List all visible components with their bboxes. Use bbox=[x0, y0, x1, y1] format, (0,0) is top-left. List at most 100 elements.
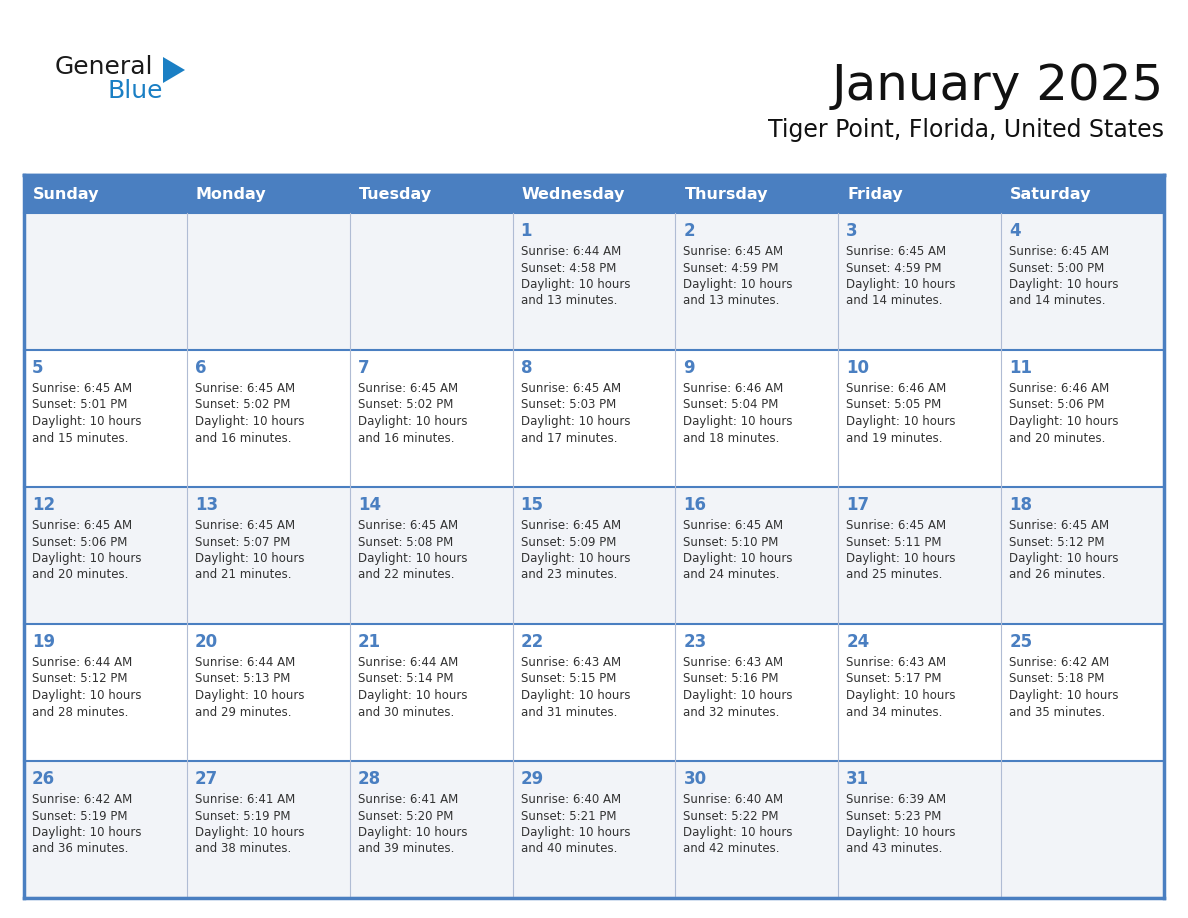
Text: Sunrise: 6:45 AM: Sunrise: 6:45 AM bbox=[683, 245, 784, 258]
Text: Sunset: 5:19 PM: Sunset: 5:19 PM bbox=[32, 810, 127, 823]
Text: 17: 17 bbox=[846, 496, 870, 514]
Text: Sunrise: 6:44 AM: Sunrise: 6:44 AM bbox=[32, 656, 132, 669]
Bar bbox=[1001, 487, 1164, 624]
Text: Blue: Blue bbox=[107, 79, 163, 103]
Text: Sunrise: 6:45 AM: Sunrise: 6:45 AM bbox=[358, 382, 457, 395]
Text: 30: 30 bbox=[683, 770, 707, 788]
Text: 12: 12 bbox=[32, 496, 55, 514]
Text: and 30 minutes.: and 30 minutes. bbox=[358, 706, 454, 719]
Text: 23: 23 bbox=[683, 633, 707, 651]
Text: and 16 minutes.: and 16 minutes. bbox=[358, 431, 454, 444]
Text: Sunset: 4:58 PM: Sunset: 4:58 PM bbox=[520, 262, 615, 274]
Bar bbox=[676, 487, 839, 624]
Bar bbox=[349, 487, 512, 624]
Text: and 36 minutes.: and 36 minutes. bbox=[32, 843, 128, 856]
Text: Daylight: 10 hours: Daylight: 10 hours bbox=[520, 689, 630, 702]
Bar bbox=[24, 624, 187, 761]
Text: January 2025: January 2025 bbox=[832, 62, 1164, 110]
Bar bbox=[676, 624, 839, 761]
Text: 29: 29 bbox=[520, 770, 544, 788]
Text: Daylight: 10 hours: Daylight: 10 hours bbox=[195, 552, 304, 565]
Bar bbox=[187, 175, 349, 213]
Text: Sunset: 5:14 PM: Sunset: 5:14 PM bbox=[358, 673, 453, 686]
Bar bbox=[1001, 350, 1164, 487]
Text: 11: 11 bbox=[1009, 359, 1032, 377]
Text: Sunset: 5:11 PM: Sunset: 5:11 PM bbox=[846, 535, 942, 548]
Text: Daylight: 10 hours: Daylight: 10 hours bbox=[683, 689, 792, 702]
Text: and 39 minutes.: and 39 minutes. bbox=[358, 843, 454, 856]
Text: Sunrise: 6:46 AM: Sunrise: 6:46 AM bbox=[1009, 382, 1110, 395]
Text: Sunset: 5:01 PM: Sunset: 5:01 PM bbox=[32, 398, 127, 411]
Text: Daylight: 10 hours: Daylight: 10 hours bbox=[683, 826, 792, 839]
Text: Sunset: 5:04 PM: Sunset: 5:04 PM bbox=[683, 398, 779, 411]
Text: and 13 minutes.: and 13 minutes. bbox=[683, 295, 779, 308]
Text: Sunset: 5:09 PM: Sunset: 5:09 PM bbox=[520, 535, 615, 548]
Text: Daylight: 10 hours: Daylight: 10 hours bbox=[520, 278, 630, 291]
Text: Sunset: 5:13 PM: Sunset: 5:13 PM bbox=[195, 673, 290, 686]
Text: Sunrise: 6:39 AM: Sunrise: 6:39 AM bbox=[846, 793, 947, 806]
Text: Sunset: 5:00 PM: Sunset: 5:00 PM bbox=[1009, 262, 1105, 274]
Text: 25: 25 bbox=[1009, 633, 1032, 651]
Text: Sunset: 4:59 PM: Sunset: 4:59 PM bbox=[846, 262, 942, 274]
Text: and 31 minutes.: and 31 minutes. bbox=[520, 706, 617, 719]
Text: 27: 27 bbox=[195, 770, 219, 788]
Text: Sunrise: 6:42 AM: Sunrise: 6:42 AM bbox=[1009, 656, 1110, 669]
Text: Sunset: 5:02 PM: Sunset: 5:02 PM bbox=[358, 398, 453, 411]
Bar bbox=[187, 761, 349, 898]
Text: Daylight: 10 hours: Daylight: 10 hours bbox=[1009, 689, 1119, 702]
Bar bbox=[839, 350, 1001, 487]
Text: and 26 minutes.: and 26 minutes. bbox=[1009, 568, 1106, 581]
Bar bbox=[24, 487, 187, 624]
Text: Daylight: 10 hours: Daylight: 10 hours bbox=[520, 552, 630, 565]
Text: Sunset: 5:08 PM: Sunset: 5:08 PM bbox=[358, 535, 453, 548]
Text: Daylight: 10 hours: Daylight: 10 hours bbox=[846, 278, 956, 291]
Text: 21: 21 bbox=[358, 633, 381, 651]
Text: Daylight: 10 hours: Daylight: 10 hours bbox=[1009, 278, 1119, 291]
Text: Tiger Point, Florida, United States: Tiger Point, Florida, United States bbox=[767, 118, 1164, 142]
Bar bbox=[24, 761, 187, 898]
Text: Daylight: 10 hours: Daylight: 10 hours bbox=[683, 278, 792, 291]
Text: and 20 minutes.: and 20 minutes. bbox=[32, 568, 128, 581]
Bar bbox=[512, 487, 676, 624]
Text: Sunset: 5:12 PM: Sunset: 5:12 PM bbox=[32, 673, 127, 686]
Text: Sunset: 5:03 PM: Sunset: 5:03 PM bbox=[520, 398, 615, 411]
Bar bbox=[676, 175, 839, 213]
Text: and 32 minutes.: and 32 minutes. bbox=[683, 706, 779, 719]
Text: Tuesday: Tuesday bbox=[359, 186, 432, 201]
Text: Sunset: 5:18 PM: Sunset: 5:18 PM bbox=[1009, 673, 1105, 686]
Text: 31: 31 bbox=[846, 770, 870, 788]
Text: Daylight: 10 hours: Daylight: 10 hours bbox=[683, 415, 792, 428]
Text: and 38 minutes.: and 38 minutes. bbox=[195, 843, 291, 856]
Text: Sunrise: 6:43 AM: Sunrise: 6:43 AM bbox=[846, 656, 947, 669]
Bar bbox=[187, 213, 349, 350]
Text: Daylight: 10 hours: Daylight: 10 hours bbox=[358, 415, 467, 428]
Text: and 19 minutes.: and 19 minutes. bbox=[846, 431, 943, 444]
Text: Daylight: 10 hours: Daylight: 10 hours bbox=[32, 689, 141, 702]
Text: Sunrise: 6:45 AM: Sunrise: 6:45 AM bbox=[846, 519, 947, 532]
Text: and 29 minutes.: and 29 minutes. bbox=[195, 706, 291, 719]
Text: 22: 22 bbox=[520, 633, 544, 651]
Text: and 20 minutes.: and 20 minutes. bbox=[1009, 431, 1106, 444]
Text: Sunrise: 6:45 AM: Sunrise: 6:45 AM bbox=[195, 519, 295, 532]
Text: Monday: Monday bbox=[196, 186, 266, 201]
Bar bbox=[839, 175, 1001, 213]
Text: and 28 minutes.: and 28 minutes. bbox=[32, 706, 128, 719]
Bar bbox=[512, 213, 676, 350]
Text: and 21 minutes.: and 21 minutes. bbox=[195, 568, 291, 581]
Bar bbox=[1001, 624, 1164, 761]
Text: Sunset: 5:21 PM: Sunset: 5:21 PM bbox=[520, 810, 617, 823]
Text: and 13 minutes.: and 13 minutes. bbox=[520, 295, 617, 308]
Text: Sunset: 5:12 PM: Sunset: 5:12 PM bbox=[1009, 535, 1105, 548]
Text: Daylight: 10 hours: Daylight: 10 hours bbox=[846, 689, 956, 702]
Text: and 35 minutes.: and 35 minutes. bbox=[1009, 706, 1105, 719]
Text: Sunrise: 6:45 AM: Sunrise: 6:45 AM bbox=[1009, 245, 1110, 258]
Bar bbox=[839, 487, 1001, 624]
Text: 1: 1 bbox=[520, 222, 532, 240]
Bar bbox=[1001, 175, 1164, 213]
Text: 18: 18 bbox=[1009, 496, 1032, 514]
Text: Sunrise: 6:40 AM: Sunrise: 6:40 AM bbox=[520, 793, 620, 806]
Text: and 23 minutes.: and 23 minutes. bbox=[520, 568, 617, 581]
Text: Sunset: 5:05 PM: Sunset: 5:05 PM bbox=[846, 398, 942, 411]
Bar bbox=[349, 213, 512, 350]
Text: and 43 minutes.: and 43 minutes. bbox=[846, 843, 942, 856]
